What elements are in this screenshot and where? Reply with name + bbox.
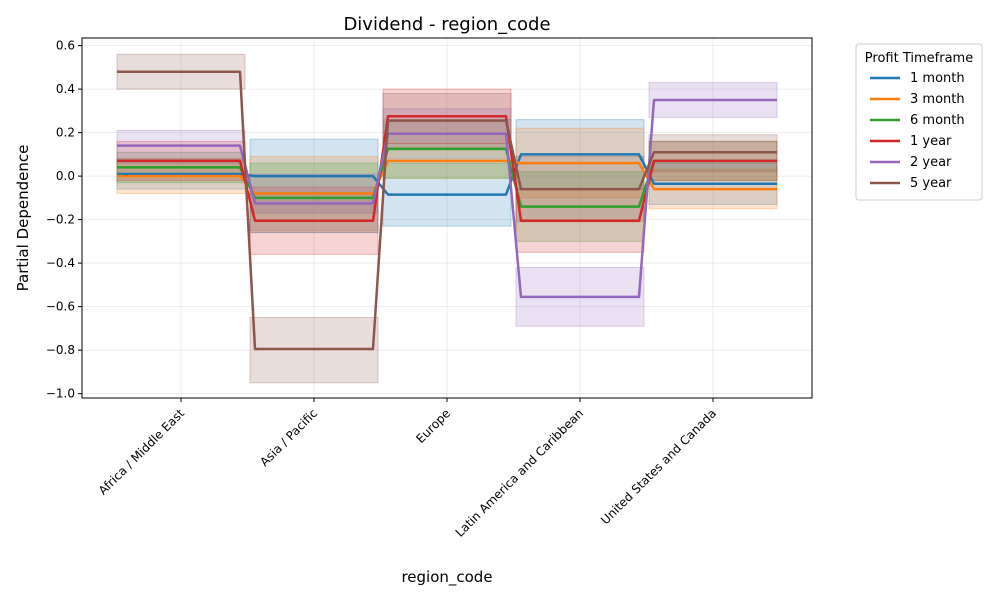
- y-tick-label: −0.6: [46, 300, 75, 314]
- legend-entry: 1 year: [910, 134, 952, 149]
- series-lines: [117, 70, 777, 351]
- legend: Profit Timeframe 1 month 3 month 6 month 1 …: [855, 43, 983, 201]
- series-line: [117, 70, 777, 351]
- legend-entry: 6 month: [910, 113, 965, 128]
- y-tick-label: −1.0: [46, 387, 75, 401]
- y-tick-label: 0.2: [56, 126, 75, 140]
- legend-entry: 3 month: [910, 92, 965, 107]
- y-axis: −1.0 −0.8 −0.6 −0.4 −0.2 0.0 0.2 0.4 0.6: [46, 39, 82, 401]
- legend-entry: 5 year: [910, 176, 952, 191]
- x-tick-label: Europe: [413, 406, 453, 446]
- x-tick-label: Africa / Middle East: [96, 406, 188, 498]
- y-tick-label: −0.8: [46, 343, 75, 357]
- y-tick-label: 0.0: [56, 169, 75, 183]
- x-tick-label: Latin America and Caribbean: [453, 406, 586, 539]
- legend-entry: 1 month: [910, 71, 965, 86]
- x-tick-label: United States and Canada: [598, 406, 719, 527]
- legend-entry: 2 year: [910, 155, 952, 170]
- series-line: [117, 98, 777, 299]
- y-tick-label: 0.6: [56, 39, 75, 53]
- x-axis-label: region_code: [401, 568, 492, 587]
- chart-title: Dividend - region_code: [343, 14, 550, 35]
- x-tick-label: Asia / Pacific: [257, 406, 320, 469]
- y-axis-label: Partial Dependence: [14, 145, 32, 292]
- y-tick-label: −0.4: [46, 256, 75, 270]
- legend-title: Profit Timeframe: [865, 51, 973, 66]
- y-tick-label: 0.4: [56, 82, 75, 96]
- y-tick-label: −0.2: [46, 213, 75, 227]
- x-axis: Africa / Middle East Asia / Pacific Europe…: [96, 398, 719, 540]
